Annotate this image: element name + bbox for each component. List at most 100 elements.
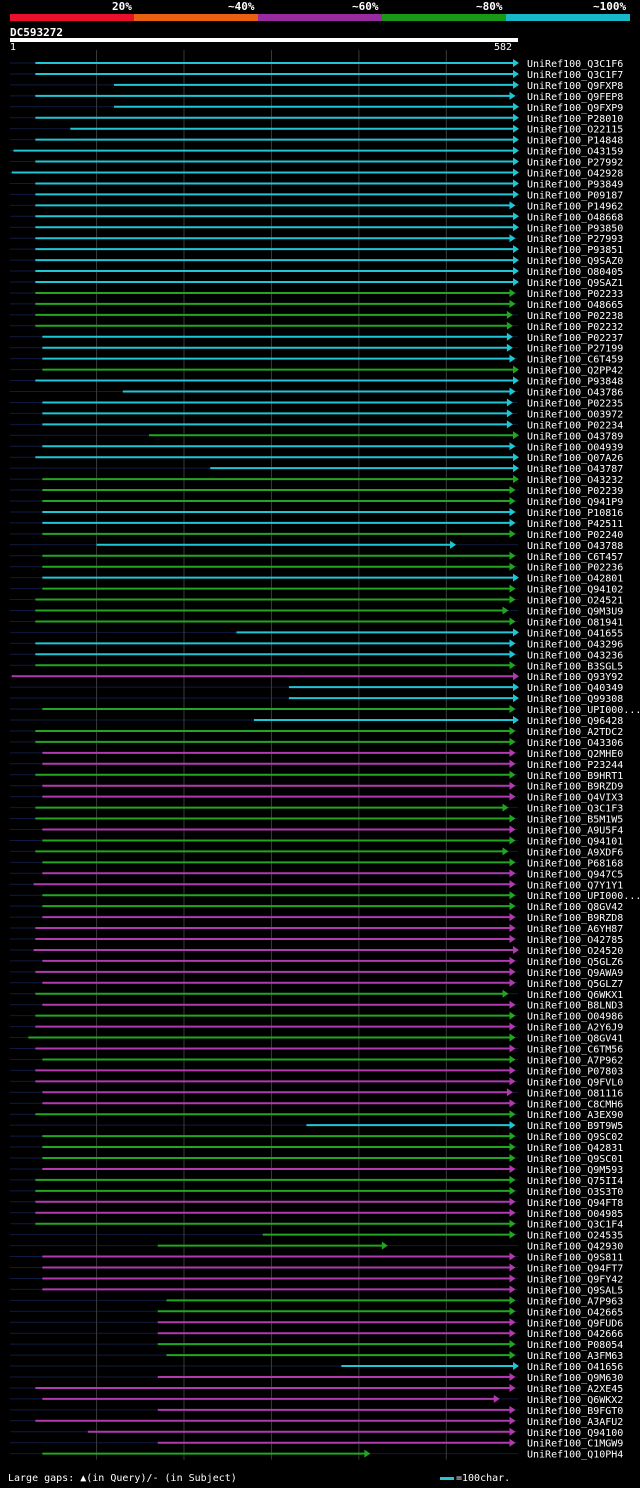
hit-label[interactable]: UniRef100_B9HRT1 bbox=[527, 771, 623, 782]
hit-label[interactable]: UniRef100_Q9M593 bbox=[527, 1165, 623, 1176]
hit-label[interactable]: UniRef100_O24520 bbox=[527, 946, 623, 957]
hit-label[interactable]: UniRef100_Q6WKX1 bbox=[527, 990, 623, 1001]
hit-label[interactable]: UniRef100_C1MGW9 bbox=[527, 1439, 623, 1450]
hit-label[interactable]: UniRef100_Q9S811 bbox=[527, 1253, 623, 1264]
hit-label[interactable]: UniRef100_Q947C5 bbox=[527, 869, 623, 880]
hit-label[interactable]: UniRef100_P27993 bbox=[527, 234, 623, 245]
hit-label[interactable]: UniRef100_Q9FXP8 bbox=[527, 81, 623, 92]
hit-label[interactable]: UniRef100_P14848 bbox=[527, 136, 623, 147]
hit-label[interactable]: UniRef100_B3SGL5 bbox=[527, 661, 623, 672]
hit-label[interactable]: UniRef100_P10816 bbox=[527, 508, 623, 519]
hit-label[interactable]: UniRef100_Q3C1F4 bbox=[527, 1220, 623, 1231]
hit-label[interactable]: UniRef100_A2TDC2 bbox=[527, 727, 623, 738]
hit-label[interactable]: UniRef100_Q5GLZ6 bbox=[527, 957, 623, 968]
hit-label[interactable]: UniRef100_P93848 bbox=[527, 377, 623, 388]
hit-label[interactable]: UniRef100_O24521 bbox=[527, 596, 623, 607]
hit-label[interactable]: UniRef100_A2XE45 bbox=[527, 1384, 623, 1395]
hit-label[interactable]: UniRef100_A3EX90 bbox=[527, 1110, 623, 1121]
hit-label[interactable]: UniRef100_O48668 bbox=[527, 212, 623, 223]
hit-label[interactable]: UniRef100_P68168 bbox=[527, 858, 623, 869]
hit-label[interactable]: UniRef100_P02234 bbox=[527, 420, 623, 431]
hit-label[interactable]: UniRef100_P27199 bbox=[527, 344, 623, 355]
hit-label[interactable]: UniRef100_O43788 bbox=[527, 541, 623, 552]
hit-label[interactable]: UniRef100_B5M1W5 bbox=[527, 815, 623, 826]
hit-label[interactable]: UniRef100_P28010 bbox=[527, 114, 623, 125]
hit-label[interactable]: UniRef100_O41655 bbox=[527, 628, 623, 639]
hit-label[interactable]: UniRef100_O43159 bbox=[527, 147, 623, 158]
hit-label[interactable]: UniRef100_O03972 bbox=[527, 409, 623, 420]
hit-label[interactable]: UniRef100_Q9M3U9 bbox=[527, 607, 623, 618]
hit-label[interactable]: UniRef100_Q94FT8 bbox=[527, 1198, 623, 1209]
hit-label[interactable]: UniRef100_O43232 bbox=[527, 475, 623, 486]
hit-label[interactable]: UniRef100_Q94101 bbox=[527, 836, 623, 847]
hit-label[interactable]: UniRef100_O43296 bbox=[527, 639, 623, 650]
hit-label[interactable]: UniRef100_O24535 bbox=[527, 1231, 623, 1242]
hit-label[interactable]: UniRef100_Q75II4 bbox=[527, 1176, 623, 1187]
hit-label[interactable]: UniRef100_Q7Y1Y1 bbox=[527, 880, 623, 891]
hit-label[interactable]: UniRef100_P02237 bbox=[527, 333, 623, 344]
hit-label[interactable]: UniRef100_O04986 bbox=[527, 1012, 623, 1023]
hit-label[interactable]: UniRef100_Q3C1F6 bbox=[527, 59, 623, 70]
hit-label[interactable]: UniRef100_O42785 bbox=[527, 935, 623, 946]
hit-label[interactable]: UniRef100_Q94FT7 bbox=[527, 1264, 623, 1275]
hit-label[interactable]: UniRef100_Q4VIX3 bbox=[527, 793, 623, 804]
hit-label[interactable]: UniRef100_B9FGT0 bbox=[527, 1406, 623, 1417]
hit-label[interactable]: UniRef100_O81941 bbox=[527, 617, 623, 628]
hit-label[interactable]: UniRef100_Q93Y92 bbox=[527, 672, 623, 683]
hit-label[interactable]: UniRef100_P02235 bbox=[527, 398, 623, 409]
hit-label[interactable]: UniRef100_Q8GV42 bbox=[527, 902, 623, 913]
hit-label[interactable]: UniRef100_O43306 bbox=[527, 738, 623, 749]
hit-label[interactable]: UniRef100_P14962 bbox=[527, 201, 623, 212]
hit-label[interactable]: UniRef100_P42511 bbox=[527, 519, 623, 530]
hit-label[interactable]: UniRef100_C6T457 bbox=[527, 552, 623, 563]
hit-label[interactable]: UniRef100_Q3C1F7 bbox=[527, 70, 623, 81]
hit-label[interactable]: UniRef100_P08054 bbox=[527, 1340, 623, 1351]
hit-label[interactable]: UniRef100_A9XDF6 bbox=[527, 847, 623, 858]
hit-label[interactable]: UniRef100_O43787 bbox=[527, 464, 623, 475]
hit-label[interactable]: UniRef100_Q9SAZ1 bbox=[527, 278, 623, 289]
hit-label[interactable]: UniRef100_Q9SAZ0 bbox=[527, 256, 623, 267]
hit-label[interactable]: UniRef100_Q9FUD6 bbox=[527, 1318, 623, 1329]
hit-label[interactable]: UniRef100_Q5GLZ7 bbox=[527, 979, 623, 990]
hit-label[interactable]: UniRef100_A3FM63 bbox=[527, 1351, 623, 1362]
hit-label[interactable]: UniRef100_Q941P9 bbox=[527, 497, 623, 508]
hit-label[interactable]: UniRef100_O3S3T0 bbox=[527, 1187, 623, 1198]
hit-label[interactable]: UniRef100_P02233 bbox=[527, 289, 623, 300]
hit-label[interactable]: UniRef100_O43236 bbox=[527, 650, 623, 661]
hit-label[interactable]: UniRef100_O43789 bbox=[527, 431, 623, 442]
hit-label[interactable]: UniRef100_P02232 bbox=[527, 322, 623, 333]
hit-label[interactable]: UniRef100_Q42831 bbox=[527, 1143, 623, 1154]
hit-label[interactable]: UniRef100_P02238 bbox=[527, 311, 623, 322]
hit-label[interactable]: UniRef100_Q9AWA9 bbox=[527, 968, 623, 979]
hit-label[interactable]: UniRef100_P02240 bbox=[527, 530, 623, 541]
hit-label[interactable]: UniRef100_Q9SC01 bbox=[527, 1154, 623, 1165]
hit-label[interactable]: UniRef100_Q6WKX2 bbox=[527, 1395, 623, 1406]
hit-label[interactable]: UniRef100_Q94102 bbox=[527, 585, 623, 596]
hit-label[interactable]: UniRef100_Q96428 bbox=[527, 716, 623, 727]
hit-label[interactable]: UniRef100_A3AFU2 bbox=[527, 1417, 623, 1428]
hit-label[interactable]: UniRef100_Q9FXP9 bbox=[527, 103, 623, 114]
hit-label[interactable]: UniRef100_O48665 bbox=[527, 300, 623, 311]
hit-label[interactable]: UniRef100_C6TM56 bbox=[527, 1045, 623, 1056]
hit-label[interactable]: UniRef100_P07803 bbox=[527, 1066, 623, 1077]
hit-label[interactable]: UniRef100_O41656 bbox=[527, 1362, 623, 1373]
hit-label[interactable]: UniRef100_A7P962 bbox=[527, 1055, 623, 1066]
hit-label[interactable]: UniRef100_Q8GV41 bbox=[527, 1034, 623, 1045]
hit-label[interactable]: UniRef100_P09187 bbox=[527, 190, 623, 201]
hit-label[interactable]: UniRef100_Q99308 bbox=[527, 694, 623, 705]
hit-label[interactable]: UniRef100_P02239 bbox=[527, 486, 623, 497]
hit-label[interactable]: UniRef100_O42928 bbox=[527, 169, 623, 180]
hit-label[interactable]: UniRef100_P93849 bbox=[527, 179, 623, 190]
hit-label[interactable]: UniRef100_O42665 bbox=[527, 1307, 623, 1318]
hit-label[interactable]: UniRef100_Q07A26 bbox=[527, 453, 623, 464]
hit-label[interactable]: UniRef100_Q9FY42 bbox=[527, 1274, 623, 1285]
hit-label[interactable]: UniRef100_A7P963 bbox=[527, 1296, 623, 1307]
hit-label[interactable]: UniRef100_UPI000... bbox=[527, 705, 640, 716]
hit-label[interactable]: UniRef100_Q9SC02 bbox=[527, 1132, 623, 1143]
hit-label[interactable]: UniRef100_Q9M630 bbox=[527, 1373, 623, 1384]
hit-label[interactable]: UniRef100_Q9SAL5 bbox=[527, 1285, 623, 1296]
hit-label[interactable]: UniRef100_O43786 bbox=[527, 388, 623, 399]
hit-label[interactable]: UniRef100_O04939 bbox=[527, 442, 623, 453]
hit-label[interactable]: UniRef100_C8CMH6 bbox=[527, 1099, 623, 1110]
hit-label[interactable]: UniRef100_Q10PH4 bbox=[527, 1450, 623, 1461]
